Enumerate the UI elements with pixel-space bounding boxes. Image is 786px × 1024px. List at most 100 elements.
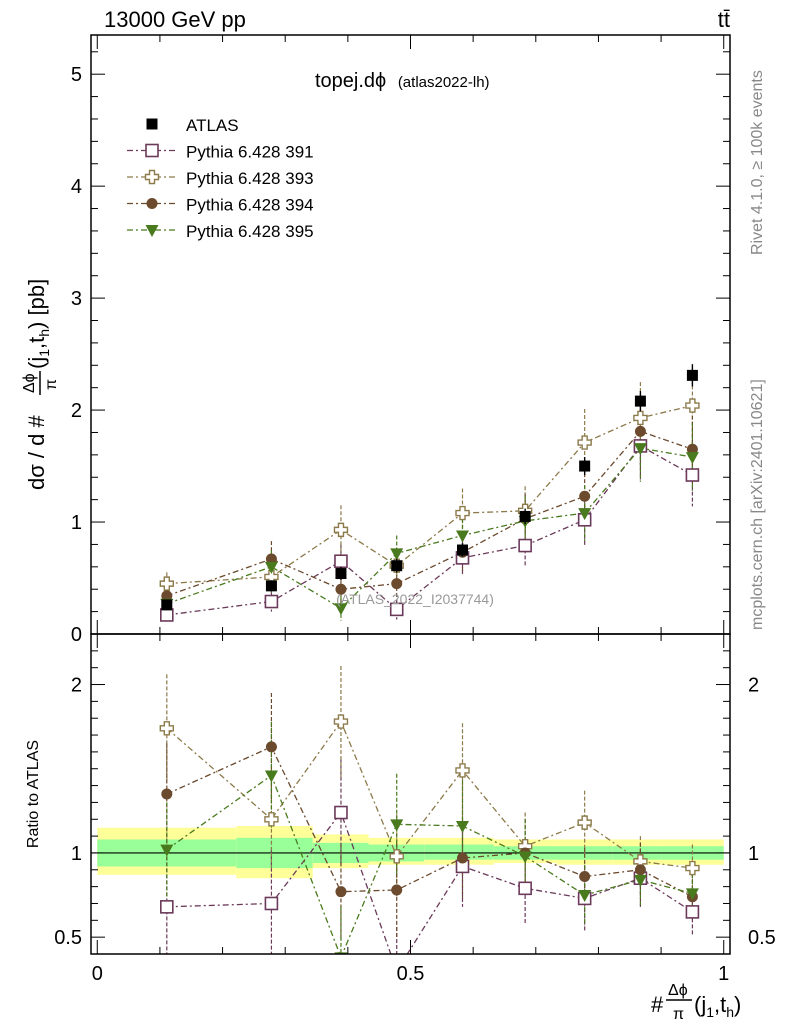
series-point-ratio (685, 905, 700, 919)
series-point-ratio (333, 714, 349, 729)
legend-label: Pythia 6.428 393 (186, 169, 314, 188)
series-point-main (334, 603, 348, 616)
series-point-main (334, 554, 348, 569)
y-tick-label-ratio-right: 2 (748, 675, 759, 697)
legend-marker (145, 143, 159, 158)
series-point-main (159, 576, 175, 591)
x-label-sub1: 1 (706, 1004, 714, 1020)
series-point-ratio (264, 770, 278, 783)
y-tick-label-ratio-right: 0.5 (748, 927, 776, 949)
x-tick-label: 1 (718, 963, 729, 985)
series-point-main (161, 590, 173, 602)
energy-label: 13000 GeV pp (104, 7, 246, 32)
y-tick-label-main: 1 (71, 512, 82, 534)
legend-label-atlas: ATLAS (186, 116, 239, 135)
series-point-main (264, 561, 278, 574)
legend-marker (146, 198, 158, 209)
series-point-ratio (456, 852, 468, 864)
series-point-ratio (160, 844, 174, 857)
series-point-main (577, 435, 592, 450)
series-point-main (391, 578, 403, 590)
series-point-ratio (578, 890, 592, 903)
data-point (686, 369, 698, 381)
data-point (335, 568, 347, 580)
y-label-tail: (j1,th) [pb] (24, 279, 52, 369)
x-label-end: ) (734, 992, 741, 1017)
y-label-frac-den: π (43, 379, 60, 390)
ratio-panel-marks (159, 666, 700, 954)
legend-label: Pythia 6.428 394 (186, 196, 314, 215)
x-label-frac-num: Δϕ (668, 982, 688, 999)
series-point-ratio (335, 886, 347, 898)
series-line-main (166, 445, 693, 616)
y-tick-label-ratio-left: 1 (71, 843, 82, 865)
data-point (161, 599, 173, 611)
x-axis-label: # Δϕ π (j1,th) (651, 982, 741, 1023)
series-line-ratio (166, 811, 693, 954)
series-line-main (166, 404, 693, 585)
series-point-main (265, 553, 277, 565)
series-point-main (264, 594, 279, 609)
data-point (265, 580, 277, 592)
y-label-start: dσ / d # (24, 415, 49, 490)
series-line-ratio (166, 720, 693, 869)
series-point-main (390, 548, 404, 561)
y-tick-label-main: 0 (71, 624, 82, 646)
series-point-ratio (160, 900, 174, 914)
x-tick-label: 0.5 (397, 963, 425, 985)
series-point-ratio (334, 805, 348, 820)
y-tick-label-ratio-left: 0.5 (54, 927, 82, 949)
series-point-ratio (518, 881, 532, 896)
y-label-mid: ,t (24, 337, 49, 349)
x-tick-label: 0 (92, 963, 103, 985)
series-marks (159, 364, 700, 954)
plot-title: topej.dϕ (atlas2022-lh) (315, 70, 490, 92)
y-tick-label-main: 3 (71, 288, 82, 310)
y-tick-label-main: 2 (71, 400, 82, 422)
series-point-main (685, 468, 700, 482)
series-point-ratio (577, 815, 592, 830)
x-label-tail: (j1,th) (694, 992, 741, 1020)
y-label-unit: ) [pb] (24, 279, 49, 329)
x-label-tail-a: (j (694, 992, 706, 1017)
series-line-main (166, 447, 693, 610)
y-tick-label-ratio-right: 1 (748, 843, 759, 865)
legend-marker (144, 169, 160, 185)
series-point-ratio (685, 860, 700, 876)
uncertainty-band-green (424, 844, 494, 860)
series-point-ratio (159, 721, 175, 736)
series-point-ratio (391, 884, 403, 896)
series-point-ratio (685, 888, 699, 901)
series-point-main (634, 425, 646, 437)
data-point (579, 460, 591, 472)
mcplots-label: mcplots.cern.ch [arXiv:2401.10621] (749, 379, 766, 630)
series-point-main (518, 538, 532, 553)
legend-label: Pythia 6.428 391 (186, 143, 314, 162)
series-point-ratio (264, 812, 279, 827)
series-point-ratio (518, 851, 532, 864)
rivet-version-label: Rivet 4.1.0, ≥ 100k events (749, 70, 766, 255)
series-line-ratio (166, 745, 693, 898)
process-label: tt̄ (718, 7, 730, 32)
series-point-ratio (161, 788, 173, 800)
series-point-main (455, 530, 469, 543)
x-label-frac-den: π (673, 1006, 684, 1023)
series-point-ratio (265, 741, 277, 753)
series-point-ratio (633, 874, 647, 887)
series-point-main (633, 443, 647, 456)
series-point-ratio (455, 763, 470, 778)
series-point-main (685, 398, 700, 413)
x-label-mid: ,t (714, 992, 726, 1017)
main-panel-marks (159, 364, 700, 622)
plot-title-main: topej.dϕ (315, 70, 386, 92)
ratio-bands (91, 826, 730, 879)
y-tick-label-main: 5 (71, 64, 82, 86)
series-point-ratio (264, 896, 279, 911)
series-point-main (335, 583, 347, 595)
series-point-main (633, 410, 648, 426)
x-label-hash: # (651, 992, 664, 1017)
series-point-ratio (634, 864, 646, 876)
y-label-sub2: h (36, 329, 52, 337)
axes-ticks: 0 0.5 1 0 1 2 3 4 5 0.5 0.5 1 1 2 2 (54, 35, 776, 985)
